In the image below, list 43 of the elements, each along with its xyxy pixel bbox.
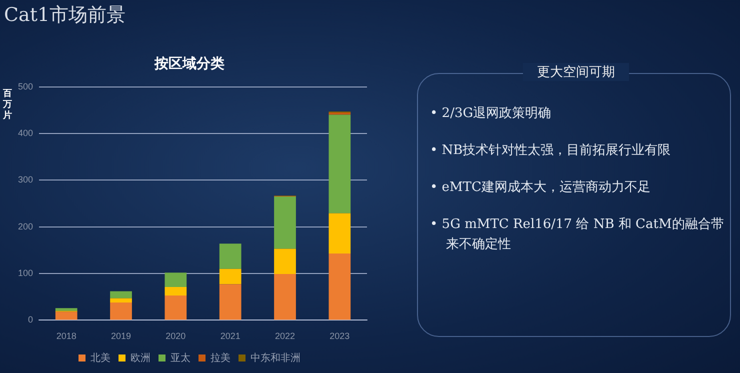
bar	[219, 268, 242, 284]
text: • NB技术针对性太强，目前拓展行业有限	[430, 142, 672, 160]
text: • 2/3G退网政策明确	[430, 105, 552, 123]
bar	[164, 295, 187, 320]
bar	[110, 291, 132, 298]
x-tick-label: 2020	[166, 331, 186, 342]
y-tick-label: 300	[18, 174, 34, 185]
legend-label: 中东和非洲	[250, 352, 300, 364]
legend-label: 欧洲	[130, 352, 150, 364]
bar	[164, 287, 187, 296]
legend-label: 北美	[90, 352, 110, 364]
bar	[274, 196, 296, 249]
bar	[55, 312, 78, 320]
x-tick-label: 2019	[110, 331, 132, 342]
bar	[110, 302, 132, 320]
text: 更大空间可期	[523, 63, 629, 81]
y-tick-label: 400	[18, 128, 34, 138]
bar	[328, 112, 351, 115]
bar	[328, 114, 351, 214]
text: • eMTC建网成本大，运营商动力不足	[430, 179, 652, 197]
text: • 5G mMTC Rel16/17 给 NB 和 CatM的融合带来不确定性	[430, 216, 725, 254]
bar	[328, 213, 351, 254]
y-tick-label: 500	[18, 81, 34, 92]
bar	[55, 308, 78, 311]
bar	[110, 298, 132, 302]
bar	[219, 284, 242, 320]
bar	[274, 274, 296, 320]
y-tick-label: 0	[28, 314, 34, 325]
bar	[274, 248, 296, 274]
x-tick-label: 2022	[274, 331, 296, 342]
bar	[164, 272, 187, 288]
y-tick-label: 200	[18, 221, 34, 232]
bar	[328, 253, 351, 320]
bar	[219, 244, 242, 269]
chart-title: Cat1市场前景	[4, 3, 126, 28]
x-tick-label: 2021	[220, 331, 240, 342]
y-axis-title: 百万片	[3, 89, 13, 122]
legend-label: 拉美	[210, 352, 230, 364]
legend-label: 亚太	[170, 352, 190, 364]
chart-subtitle: 按区域分类	[154, 56, 224, 72]
y-tick-label: 100	[18, 268, 34, 278]
x-tick-label: 2023	[330, 331, 350, 342]
x-tick-label: 2018	[56, 331, 76, 342]
